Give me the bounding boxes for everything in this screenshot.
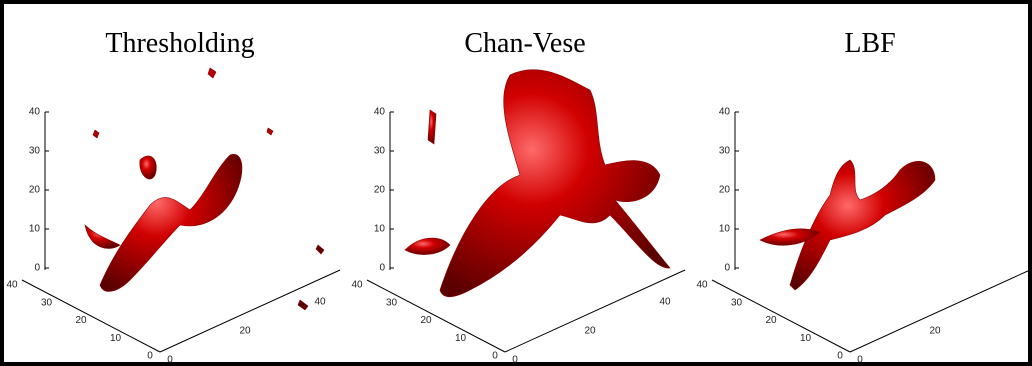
panel-title: Chan-Vese xyxy=(464,28,585,59)
y-tick-label: 10 xyxy=(110,333,122,344)
panel-title: Thresholding xyxy=(105,28,254,59)
y-tick-label: 40 xyxy=(351,280,363,291)
z-tick-label: 30 xyxy=(719,146,731,157)
x-tick-label: 0 xyxy=(512,355,518,366)
y-tick-label: 10 xyxy=(800,333,812,344)
y-tick-label: 20 xyxy=(420,315,432,326)
z-tick-label: 20 xyxy=(29,185,41,196)
z-tick-label: 0 xyxy=(724,263,730,274)
x-tick-label: 0 xyxy=(857,355,863,366)
panel-title: LBF xyxy=(844,28,895,59)
z-tick-label: 40 xyxy=(29,107,41,118)
y-tick-label: 40 xyxy=(6,280,18,291)
x-tick-label: 40 xyxy=(314,297,326,308)
y-tick-label: 40 xyxy=(696,280,708,291)
y-tick-label: 0 xyxy=(147,351,153,362)
x-tick-label: 20 xyxy=(584,326,596,337)
z-tick-label: 40 xyxy=(719,107,731,118)
z-tick-label: 40 xyxy=(374,107,386,118)
y-tick-label: 30 xyxy=(386,297,398,308)
x-tick-label: 20 xyxy=(239,326,251,337)
x-tick-label: 40 xyxy=(659,297,671,308)
z-tick-label: 30 xyxy=(374,146,386,157)
z-tick-label: 10 xyxy=(374,224,386,235)
y-tick-label: 0 xyxy=(492,351,498,362)
page: {"panels": [ {"title": "Thresholding", "… xyxy=(0,0,1032,366)
z-tick-label: 0 xyxy=(379,263,385,274)
y-tick-label: 30 xyxy=(731,297,743,308)
y-tick-label: 30 xyxy=(41,297,53,308)
y-tick-label: 20 xyxy=(765,315,777,326)
x-tick-label: 0 xyxy=(167,355,173,366)
x-tick-label: 20 xyxy=(929,326,941,337)
y-tick-label: 0 xyxy=(837,351,843,362)
figure: Thresholding 0 10 20 30 40 0 10 20 30 40 0 20 40 Chan-… xyxy=(0,0,1032,366)
z-tick-label: 30 xyxy=(29,146,41,157)
y-tick-label: 10 xyxy=(455,333,467,344)
z-tick-label: 10 xyxy=(719,224,731,235)
y-tick-label: 20 xyxy=(75,315,87,326)
z-tick-label: 20 xyxy=(719,185,731,196)
z-tick-label: 0 xyxy=(34,263,40,274)
z-tick-label: 10 xyxy=(29,224,41,235)
z-tick-label: 20 xyxy=(374,185,386,196)
